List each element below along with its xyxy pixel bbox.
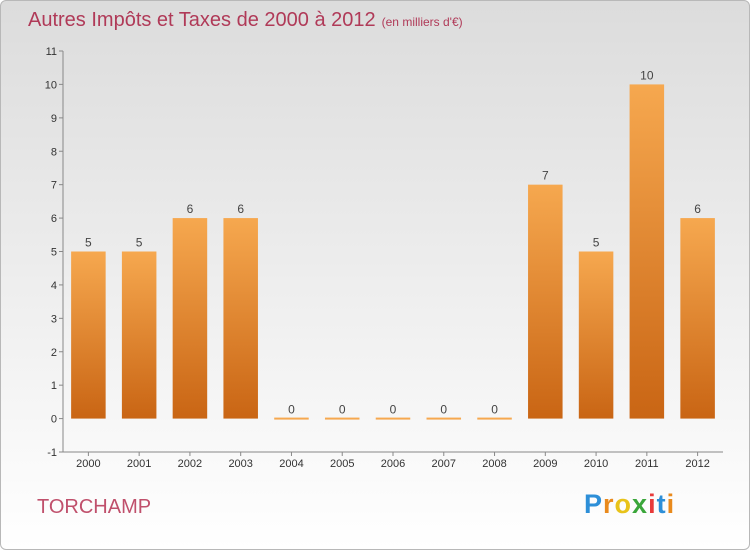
bar bbox=[324, 417, 360, 420]
data-label: 0 bbox=[390, 403, 397, 417]
x-tick-label: 2000 bbox=[76, 458, 100, 470]
data-label: 6 bbox=[694, 202, 701, 216]
bar bbox=[528, 184, 563, 419]
y-tick-label: 3 bbox=[51, 313, 57, 325]
y-tick-label: 4 bbox=[51, 280, 57, 292]
x-tick-label: 2001 bbox=[127, 458, 151, 470]
y-tick-label: 0 bbox=[51, 414, 57, 426]
bar bbox=[223, 218, 258, 419]
logo-letter: x bbox=[632, 489, 649, 519]
data-label: 0 bbox=[491, 403, 498, 417]
bar bbox=[375, 417, 411, 420]
data-label: 6 bbox=[187, 202, 194, 216]
x-tick-label: 2003 bbox=[228, 458, 252, 470]
y-tick-label: 9 bbox=[51, 113, 57, 125]
data-label: 7 bbox=[542, 169, 549, 183]
x-tick-label: 2012 bbox=[685, 458, 709, 470]
chart-subtitle: (en milliers d'€) bbox=[381, 15, 463, 29]
y-tick-label: 10 bbox=[45, 79, 57, 91]
data-label: 0 bbox=[440, 403, 447, 417]
data-label: 10 bbox=[640, 68, 654, 82]
logo-letter: o bbox=[614, 489, 633, 519]
town-name: TORCHAMP bbox=[37, 496, 152, 518]
x-tick-label: 2005 bbox=[330, 458, 354, 470]
bar bbox=[426, 417, 462, 420]
y-tick-label: 6 bbox=[51, 213, 57, 225]
bar bbox=[680, 218, 715, 419]
y-tick-label: -1 bbox=[47, 447, 57, 459]
logo-letter: r bbox=[603, 489, 615, 519]
x-tick-label: 2010 bbox=[584, 458, 608, 470]
bar bbox=[172, 218, 208, 419]
x-tick-label: 2009 bbox=[533, 458, 557, 470]
data-label: 6 bbox=[237, 202, 244, 216]
x-tick-label: 2007 bbox=[432, 458, 456, 470]
bar bbox=[71, 251, 106, 419]
bar bbox=[578, 251, 614, 419]
y-tick-label: 1 bbox=[51, 380, 57, 392]
x-tick-label: 2002 bbox=[178, 458, 202, 470]
y-tick-label: 2 bbox=[51, 347, 57, 359]
chart-title-text: Autres Impôts et Taxes de 2000 à 2012 bbox=[28, 9, 376, 31]
y-tick-label: 11 bbox=[46, 46, 57, 58]
x-tick-label: 2008 bbox=[482, 458, 506, 470]
data-label: 5 bbox=[593, 236, 600, 250]
logo-letter: i bbox=[666, 489, 676, 519]
x-tick-label: 2006 bbox=[381, 458, 405, 470]
x-tick-label: 2011 bbox=[635, 458, 659, 470]
data-label: 0 bbox=[339, 403, 346, 417]
logo-letter: i bbox=[648, 489, 657, 519]
y-tick-label: 8 bbox=[51, 146, 57, 158]
logo-letter: P bbox=[584, 489, 604, 519]
bar bbox=[477, 417, 512, 420]
chart-title: Autres Impôts et Taxes de 2000 à 2012 (en… bbox=[28, 9, 463, 32]
logo-letter: t bbox=[656, 489, 667, 519]
bar bbox=[121, 251, 157, 419]
bar bbox=[629, 84, 665, 419]
data-label: 0 bbox=[288, 403, 295, 417]
y-tick-label: 5 bbox=[51, 247, 57, 259]
x-tick-label: 2004 bbox=[279, 458, 303, 470]
data-label: 5 bbox=[85, 236, 92, 250]
bar bbox=[274, 417, 309, 420]
y-tick-label: 7 bbox=[51, 180, 57, 192]
data-label: 5 bbox=[136, 236, 143, 250]
proxiti-logo[interactable]: Proxiti bbox=[584, 489, 675, 520]
